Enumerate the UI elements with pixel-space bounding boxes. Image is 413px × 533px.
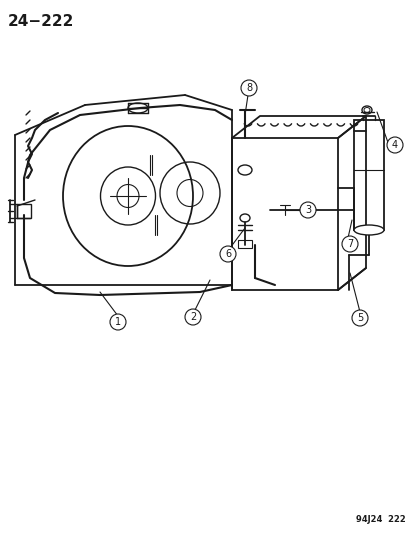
Ellipse shape bbox=[353, 225, 383, 235]
Circle shape bbox=[240, 80, 256, 96]
Circle shape bbox=[351, 310, 367, 326]
Text: 3: 3 bbox=[304, 205, 310, 215]
Text: 24−222: 24−222 bbox=[8, 14, 74, 29]
Bar bbox=[231, 138, 337, 290]
Bar bbox=[353, 120, 383, 230]
Text: 4: 4 bbox=[391, 140, 397, 150]
Text: 94J24  222: 94J24 222 bbox=[356, 515, 405, 524]
Circle shape bbox=[299, 202, 315, 218]
Text: 5: 5 bbox=[356, 313, 362, 323]
Text: 2: 2 bbox=[190, 312, 196, 322]
Bar bbox=[17, 204, 31, 218]
Circle shape bbox=[110, 314, 126, 330]
Text: 1: 1 bbox=[115, 317, 121, 327]
Circle shape bbox=[386, 137, 402, 153]
Bar bbox=[237, 240, 252, 248]
Circle shape bbox=[341, 236, 357, 252]
Circle shape bbox=[185, 309, 201, 325]
Text: 8: 8 bbox=[245, 83, 252, 93]
Text: 6: 6 bbox=[224, 249, 230, 259]
Text: 7: 7 bbox=[346, 239, 352, 249]
Circle shape bbox=[219, 246, 235, 262]
